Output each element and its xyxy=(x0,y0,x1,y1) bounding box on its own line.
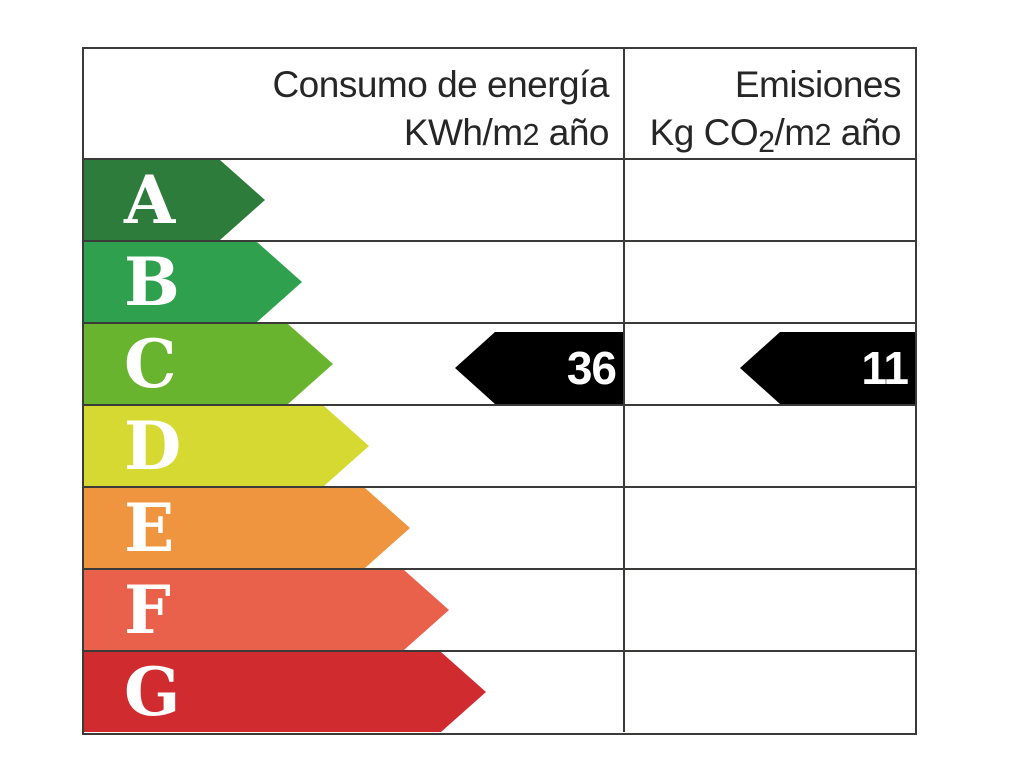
m2-exponent: 2 xyxy=(522,119,540,152)
rating-arrow: F xyxy=(84,570,449,650)
rating-table: Consumo de energía KWh/m2 año Emisiones … xyxy=(82,47,917,735)
rating-row: B xyxy=(84,240,915,322)
rating-rows: A B C xyxy=(84,158,915,732)
rating-row: D xyxy=(84,404,915,486)
emissions-cell: 11 xyxy=(623,324,915,404)
rating-arrow: G xyxy=(84,652,486,732)
rating-arrow: C xyxy=(84,324,333,404)
consumption-cell: A xyxy=(84,160,623,240)
emissions-cell xyxy=(623,488,915,568)
rating-letter: G xyxy=(124,653,181,731)
emissions-indicator-arrow: 11 xyxy=(740,332,915,404)
consumption-cell: D xyxy=(84,406,623,486)
consumption-cell: B xyxy=(84,242,623,322)
consumption-cell: C 36 xyxy=(84,324,623,404)
consumption-header-title: Consumo de energía xyxy=(272,64,609,105)
rating-letter: C xyxy=(124,325,177,403)
consumption-value: 36 xyxy=(566,342,617,394)
rating-row: A xyxy=(84,158,915,240)
consumption-header: Consumo de energía KWh/m2 año xyxy=(84,49,623,158)
emissions-header-unit: Kg CO2/m2 año xyxy=(649,112,902,159)
rating-arrow: E xyxy=(84,488,410,568)
rating-letter: F xyxy=(124,571,171,649)
rating-letter: B xyxy=(124,243,180,321)
emissions-cell xyxy=(623,406,915,486)
rating-arrow: D xyxy=(84,406,369,486)
emissions-cell xyxy=(623,570,915,650)
emissions-header: Emisiones Kg CO2/m2 año xyxy=(623,49,915,159)
rating-letter: A xyxy=(124,161,176,239)
rating-row: E xyxy=(84,486,915,568)
co2-subscript: 2 xyxy=(758,125,775,159)
rating-row: G xyxy=(84,650,915,732)
emissions-cell xyxy=(623,242,915,322)
consumption-cell: G xyxy=(84,652,623,732)
consumption-header-unit: KWh/m2 año xyxy=(403,112,610,153)
table-header: Consumo de energía KWh/m2 año Emisiones … xyxy=(84,49,915,159)
rating-letter: E xyxy=(124,489,175,567)
rating-letter: D xyxy=(124,407,182,485)
emissions-value: 11 xyxy=(861,342,909,394)
emissions-cell xyxy=(623,652,915,732)
consumption-cell: E xyxy=(84,488,623,568)
rating-arrow: B xyxy=(84,242,302,322)
consumption-cell: F xyxy=(84,570,623,650)
consumption-indicator-arrow: 36 xyxy=(455,332,623,404)
rating-row: F xyxy=(84,568,915,650)
rating-arrow: A xyxy=(84,160,265,240)
emissions-header-title: Emisiones xyxy=(734,64,902,105)
rating-row: C 36 11 xyxy=(84,322,915,404)
emissions-cell xyxy=(623,160,915,240)
m2-exponent: 2 xyxy=(814,119,832,152)
